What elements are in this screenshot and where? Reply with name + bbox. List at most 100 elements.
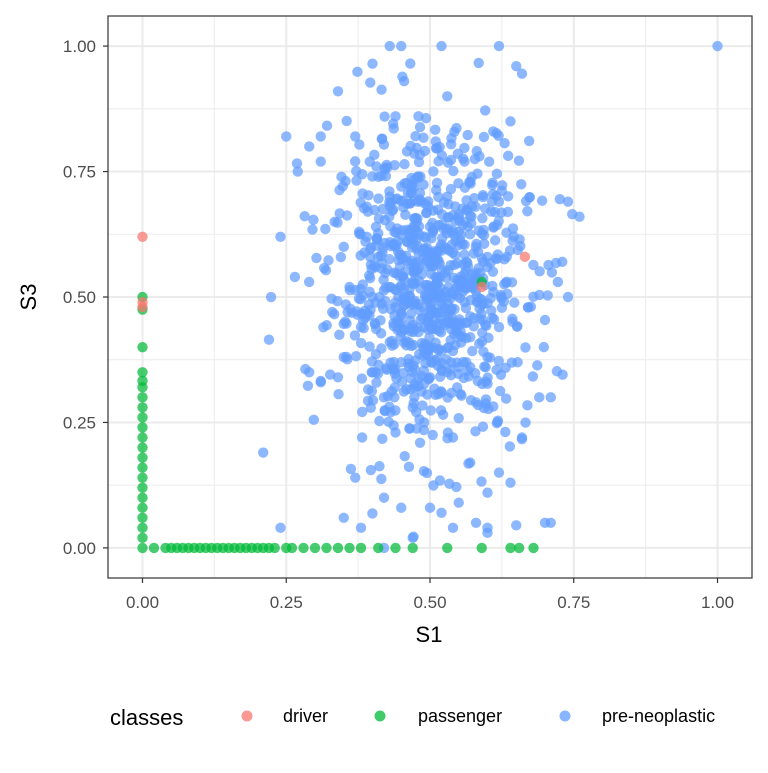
point-pre-neoplastic [427,282,438,293]
point-pre-neoplastic [491,364,502,376]
point-pre-neoplastic [562,196,574,207]
point-pre-neoplastic [357,406,368,418]
point-pre-neoplastic [407,402,418,413]
y-tick-label: 1.00 [63,37,96,56]
point-pre-neoplastic [403,337,415,348]
point-pre-neoplastic [465,331,476,343]
point-pre-neoplastic [396,40,407,52]
point-pre-neoplastic [350,351,362,362]
point-driver [519,251,531,263]
point-pre-neoplastic [398,292,410,303]
point-pre-neoplastic [376,343,387,354]
point-pre-neoplastic [513,155,525,166]
point-pre-neoplastic [430,324,441,335]
point-pre-neoplastic [498,296,510,307]
point-pre-neoplastic [407,366,418,377]
point-pre-neoplastic [486,305,497,316]
point-pre-neoplastic [396,357,407,368]
point-pre-neoplastic [466,269,478,280]
legend-key-passenger [374,710,386,722]
point-pre-neoplastic [410,131,421,142]
point-pre-neoplastic [493,215,504,227]
point-pre-neoplastic [464,229,476,240]
point-pre-neoplastic [534,392,545,403]
point-pre-neoplastic [315,377,326,388]
point-passenger [390,542,401,554]
point-pre-neoplastic [378,492,390,503]
point-pre-neoplastic [482,352,493,363]
point-pre-neoplastic [461,195,472,206]
point-pre-neoplastic [507,223,519,234]
point-pre-neoplastic [462,277,474,288]
point-pre-neoplastic [552,276,564,288]
point-pre-neoplastic [528,259,539,271]
point-pre-neoplastic [362,384,374,395]
point-pre-neoplastic [390,301,401,313]
point-pre-neoplastic [311,252,322,264]
point-pre-neoplastic [303,276,315,288]
point-pre-neoplastic [482,487,493,498]
point-pre-neoplastic [390,405,401,416]
point-pre-neoplastic [413,111,424,122]
point-pre-neoplastic [470,241,482,253]
point-pre-neoplastic [442,342,453,354]
point-pre-neoplastic [436,219,448,230]
point-pre-neoplastic [417,341,429,353]
point-pre-neoplastic [446,133,457,144]
point-pre-neoplastic [453,412,464,424]
point-pre-neoplastic [416,386,427,397]
point-pre-neoplastic [488,401,499,412]
point-pre-neoplastic [477,421,489,432]
point-pre-neoplastic [476,476,487,487]
point-pre-neoplastic [414,194,425,205]
point-pre-neoplastic [478,131,490,143]
legend-label-passenger: passenger [418,706,502,726]
point-pre-neoplastic [334,329,345,341]
point-pre-neoplastic [431,177,443,189]
point-pre-neoplastic [407,276,418,288]
point-pre-neoplastic [465,457,476,468]
point-pre-neoplastic [401,236,413,248]
point-pre-neoplastic [413,326,424,338]
point-pre-neoplastic [450,283,462,294]
point-pre-neoplastic [364,341,375,352]
point-pre-neoplastic [398,323,409,335]
point-passenger [137,375,148,386]
point-pre-neoplastic [406,188,417,199]
point-pre-neoplastic [413,156,425,168]
point-pre-neoplastic [488,126,499,137]
point-pre-neoplastic [405,308,417,319]
point-pre-neoplastic [493,196,505,207]
point-pre-neoplastic [378,392,390,403]
point-pre-neoplastic [493,321,505,333]
point-pre-neoplastic [367,291,378,303]
point-pre-neoplastic [539,314,551,326]
point-pre-neoplastic [337,180,349,192]
point-pre-neoplastic [332,217,343,228]
point-pre-neoplastic [480,105,491,116]
point-pre-neoplastic [505,116,516,127]
point-pre-neoplastic [391,239,402,251]
point-pre-neoplastic [404,423,415,434]
point-pre-neoplastic [335,251,347,263]
point-driver [476,281,487,293]
point-pre-neoplastic [372,234,383,246]
point-passenger [148,542,160,554]
point-pre-neoplastic [444,478,455,489]
point-pre-neoplastic [292,166,303,177]
point-passenger [137,402,148,413]
point-pre-neoplastic [353,226,365,238]
point-passenger [505,542,516,554]
point-pre-neoplastic [476,336,488,347]
point-pre-neoplastic [418,466,430,477]
point-pre-neoplastic [466,218,477,229]
point-pre-neoplastic [450,339,461,351]
point-pre-neoplastic [332,372,344,383]
point-pre-neoplastic [483,156,495,167]
point-pre-neoplastic [500,426,511,438]
point-pre-neoplastic [493,40,505,52]
point-pre-neoplastic [429,124,441,136]
point-pre-neoplastic [511,520,522,531]
y-tick-label: 0.75 [63,163,96,182]
point-pre-neoplastic [432,307,443,319]
